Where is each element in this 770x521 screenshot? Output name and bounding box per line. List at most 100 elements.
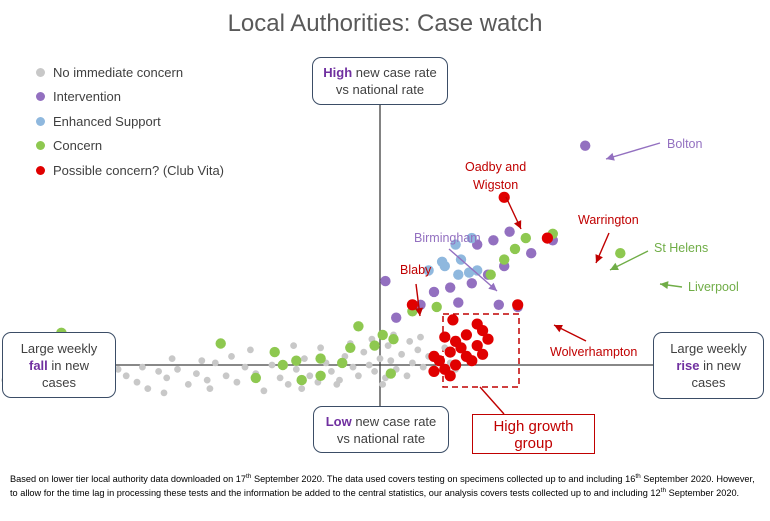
point-possible-17 [428, 365, 440, 377]
point-concern-6 [388, 334, 399, 345]
point-no_concern-57 [228, 353, 235, 360]
point-possible-9 [471, 340, 483, 352]
point-concern-4 [353, 321, 364, 332]
point-intervention-12 [453, 297, 464, 308]
arrow-bolton-line [605, 142, 661, 160]
point-enhanced-7 [436, 256, 448, 267]
legend-label: Possible concern? (Club Vita) [53, 162, 225, 178]
point-no_concern-49 [403, 372, 411, 380]
point-concern-21 [250, 372, 261, 384]
quadrant-low-rate-box: Low new case rate vs national rate [313, 406, 449, 453]
quadrant-low-text: new case rate [351, 413, 437, 429]
arrow-birmingham-head [488, 282, 497, 291]
point-no_concern-76 [298, 385, 306, 392]
point-concern-23 [315, 370, 326, 381]
point-no_concern-41 [360, 348, 368, 356]
point-intervention-1 [391, 312, 402, 323]
quadrant-fall-bold: fall [28, 357, 48, 373]
legend-marker [36, 92, 45, 102]
point-enhanced-6 [423, 265, 434, 276]
footnote: Based on lower tier local authority data… [10, 471, 762, 499]
point-intervention-11 [428, 286, 440, 298]
quadrant-fall-text: in new [47, 357, 89, 373]
point-possible-2 [406, 299, 418, 311]
point-intervention-3 [488, 235, 499, 246]
point-possible-5 [460, 329, 472, 341]
point-no_concern-72 [417, 333, 424, 341]
point-no_concern-36 [328, 368, 335, 375]
high-growth-line2: group [514, 435, 553, 452]
point-enhanced-8 [472, 265, 483, 276]
footnote-part2: September 2020. The data used covers tes… [251, 474, 636, 485]
point-intervention-4 [504, 226, 515, 237]
point-possible-14 [477, 348, 489, 360]
point-no_concern-17 [163, 374, 171, 382]
point-concern-12 [615, 248, 626, 259]
point-concern-13 [520, 232, 531, 244]
series-enhanced [423, 232, 483, 280]
point-enhanced-4 [453, 269, 464, 280]
high-growth-line1: High growth [493, 418, 574, 435]
point-no_concern-33 [306, 372, 314, 380]
point-enhanced-0 [466, 232, 477, 244]
point-no_concern-20 [193, 370, 200, 377]
point-intervention-13 [493, 299, 504, 310]
point-no_concern-15 [144, 385, 152, 392]
annotation-oadby-line2: Wigston [473, 178, 519, 192]
point-possible-22 [447, 314, 459, 326]
high-growth-group-label: High growth group [472, 414, 595, 454]
point-no_concern-59 [317, 344, 324, 352]
point-no_concern-23 [222, 372, 230, 380]
point-no_concern-64 [168, 355, 176, 362]
footnote-sup3: th [660, 487, 667, 495]
point-no_concern-63 [198, 357, 206, 365]
annotation-liverpool: Liverpool [688, 280, 739, 294]
point-concern-20 [385, 368, 396, 379]
quadrant-low-bold: Low [325, 413, 352, 429]
point-no_concern-40 [355, 372, 362, 380]
point-intervention-10 [445, 282, 456, 293]
quadrant-rise-text: in new [699, 358, 741, 373]
point-concern-9 [315, 353, 326, 364]
point-intervention-6 [526, 248, 537, 259]
point-possible-1 [541, 232, 554, 244]
point-possible-20 [428, 350, 440, 362]
point-no_concern-14 [133, 378, 141, 386]
arrow-wolverhampton-head [554, 325, 563, 333]
annotation-arrows [415, 142, 683, 342]
quadrant-rise-box: Large weekly rise in new cases [653, 332, 764, 399]
point-concern-16 [485, 269, 496, 280]
arrow-st-helens-head [610, 262, 619, 270]
point-enhanced-5 [463, 267, 475, 278]
point-possible-3 [512, 299, 524, 311]
legend-label: Concern [53, 138, 103, 154]
point-concern-22 [277, 359, 288, 371]
legend-marker [36, 116, 45, 126]
legend-label: Intervention [53, 89, 121, 105]
quadrant-rise-line3: cases [691, 375, 726, 390]
quadrant-fall-line1: Large weekly [20, 340, 98, 356]
point-no_concern-69 [290, 342, 297, 349]
point-no_concern-32 [301, 355, 308, 362]
arrow-warrington-head [595, 254, 603, 263]
point-possible-15 [450, 359, 462, 371]
footnote-part3: September 2020. However, to allow for th… [10, 474, 755, 499]
legend-marker [36, 141, 45, 151]
point-possible-16 [466, 355, 478, 367]
footnote-sup1: th [245, 473, 252, 480]
point-no_concern-24 [233, 378, 241, 386]
point-intervention-16 [380, 275, 391, 287]
high-growth-connector [479, 386, 505, 415]
point-no_concern-42 [365, 361, 373, 369]
point-no_concern-52 [419, 363, 427, 371]
point-no_concern-28 [268, 361, 276, 369]
legend-item-possible-concern: Possible concern? (Club Vita) [36, 158, 224, 183]
arrow-blaby-head [415, 307, 423, 316]
legend-label: No immediate concern [53, 64, 184, 80]
legend: No immediate concern Intervention Enhanc… [36, 60, 224, 183]
quadrant-high-text: new case rate [352, 65, 437, 80]
point-no_concern-78 [379, 381, 387, 388]
point-no_concern-21 [203, 376, 211, 384]
point-no_concern-43 [371, 368, 378, 375]
arrow-birmingham-line [448, 248, 498, 292]
